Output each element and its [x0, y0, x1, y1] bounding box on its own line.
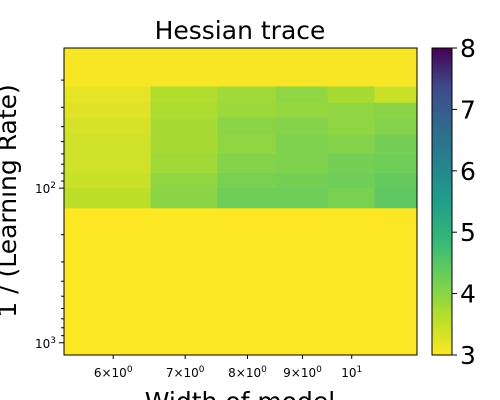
heatmap-cell [64, 86, 151, 104]
plot-frame [63, 47, 418, 356]
heatmap-cell [275, 188, 329, 209]
heatmap-cell [64, 188, 151, 209]
heatmap-cell [217, 48, 277, 87]
heatmap-cell [150, 134, 218, 155]
colorbar [431, 47, 453, 356]
heatmap-cell [275, 208, 329, 356]
colorbar-tick-label: 7 [460, 95, 476, 124]
heatmap-cells [64, 48, 418, 356]
colorbar-tick-label: 3 [460, 341, 476, 370]
heatmap-cell [150, 188, 218, 209]
heatmap-cell [64, 117, 151, 135]
heatmap-cell [217, 173, 277, 189]
heatmap-cell [150, 102, 218, 119]
heatmap-cell [275, 102, 329, 119]
x-tick-label: 8×100 [228, 365, 267, 380]
heatmap-cell [217, 134, 277, 155]
heatmap-cell [327, 188, 375, 209]
heatmap-cell [374, 208, 418, 356]
x-tick-label: 6×100 [94, 365, 133, 380]
heatmap-cell [327, 48, 375, 87]
heatmap-cell [327, 117, 375, 135]
heatmap-cell [64, 102, 151, 119]
heatmap-cell [64, 48, 151, 87]
heatmap-cell [150, 173, 218, 189]
heatmap-cell [217, 188, 277, 209]
y-axis-ticks: 102 103 [35, 79, 64, 351]
colorbar-tick-label: 4 [460, 280, 476, 309]
heatmap-cell [217, 102, 277, 119]
x-tick-label: 9×100 [283, 365, 322, 380]
heatmap-cell [150, 208, 218, 356]
heatmap-cell [64, 208, 151, 356]
y-tick-label: 103 [35, 336, 56, 351]
heatmap-cell [327, 86, 375, 104]
heatmap-cell [327, 173, 375, 189]
colorbar-ticks: 3 4 5 6 7 8 [452, 34, 476, 370]
x-tick-label: 101 [341, 365, 362, 380]
heatmap-cell [217, 208, 277, 356]
x-axis-ticks: 6×100 7×100 8×100 9×100 101 [94, 355, 362, 380]
heatmap-cell [275, 153, 329, 174]
heatmap-cell [327, 208, 375, 356]
heatmap-cell [327, 134, 375, 155]
chart-title: Hessian trace [155, 16, 326, 45]
heatmap-cell [275, 117, 329, 135]
heatmap-cell [327, 102, 375, 119]
y-tick-label: 102 [35, 181, 56, 196]
heatmap-cell [150, 117, 218, 135]
heatmap-cell [374, 102, 418, 119]
colorbar-tick-label: 5 [460, 218, 476, 247]
heatmap-cell [64, 173, 151, 189]
heatmap-cell [327, 153, 375, 174]
heatmap-cell [275, 86, 329, 104]
heatmap-cell [374, 173, 418, 189]
heatmap-cell [64, 153, 151, 174]
heatmap-cell [275, 134, 329, 155]
heatmap-cell [374, 188, 418, 209]
heatmap-cell [374, 48, 418, 87]
heatmap-cell [374, 134, 418, 155]
heatmap-cell [217, 117, 277, 135]
heatmap-cell [374, 153, 418, 174]
heatmap-cell [275, 48, 329, 87]
colorbar-tick-label: 8 [460, 34, 476, 63]
heatmap-cell [150, 153, 218, 174]
heatmap-cell [150, 86, 218, 104]
heatmap-cell [150, 48, 218, 87]
heatmap-cell [374, 117, 418, 135]
heatmap-cell [217, 153, 277, 174]
y-axis-label: 1 / (Learning Rate) [0, 84, 22, 318]
heatmap-cell [217, 86, 277, 104]
x-axis-label: Width of model [145, 387, 335, 400]
heatmap-cell [275, 173, 329, 189]
x-tick-label: 7×100 [166, 365, 205, 380]
heatmap-cell [374, 86, 418, 104]
colorbar-tick-label: 6 [460, 157, 476, 186]
heatmap-cell [64, 134, 151, 155]
